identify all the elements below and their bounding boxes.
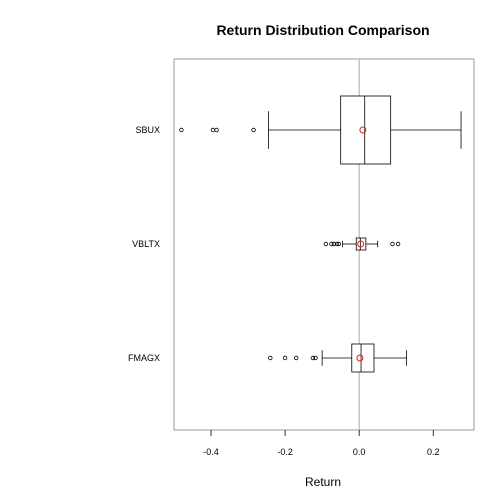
category-label-vbltx: VBLTX — [132, 239, 160, 249]
outlier-point — [395, 241, 401, 247]
outlier-point — [329, 241, 334, 247]
outlier-point — [313, 355, 318, 361]
category-label-fmagx: FMAGX — [128, 353, 160, 363]
mean-marker — [359, 126, 367, 134]
outlier-point — [310, 355, 316, 361]
x-tick-label: 0.2 — [427, 447, 440, 457]
x-axis: -0.4 -0.2 0.0 0.2 — [203, 430, 440, 457]
category-label-sbux: SBUX — [135, 125, 160, 135]
outlier-point — [282, 355, 288, 361]
box-fmagx — [268, 343, 407, 373]
x-tick-label: -0.2 — [277, 447, 293, 457]
outlier-point — [331, 241, 337, 247]
outlier-point — [323, 241, 329, 247]
chart-title: Return Distribution Comparison — [216, 22, 429, 38]
mean-marker — [357, 240, 365, 248]
outlier-point — [334, 241, 340, 247]
outlier-point — [390, 241, 395, 247]
outlier-point — [210, 127, 216, 133]
iqr-box — [355, 237, 367, 251]
boxes-layer — [179, 95, 462, 373]
outlier-point — [336, 241, 342, 247]
category-labels: SBUX VBLTX FMAGX — [128, 125, 160, 363]
outlier-point — [179, 127, 184, 133]
box-sbux — [179, 95, 462, 165]
plot-area-frame — [173, 58, 475, 431]
outlier-point — [251, 127, 256, 133]
outlier-point — [214, 127, 219, 133]
outlier-point — [294, 355, 299, 361]
box-vbltx — [323, 237, 401, 251]
x-tick-label: 0.0 — [353, 447, 366, 457]
x-axis-label: Return — [305, 475, 341, 489]
outlier-point — [268, 355, 273, 361]
x-tick-label: -0.4 — [203, 447, 219, 457]
mean-marker — [356, 354, 364, 362]
